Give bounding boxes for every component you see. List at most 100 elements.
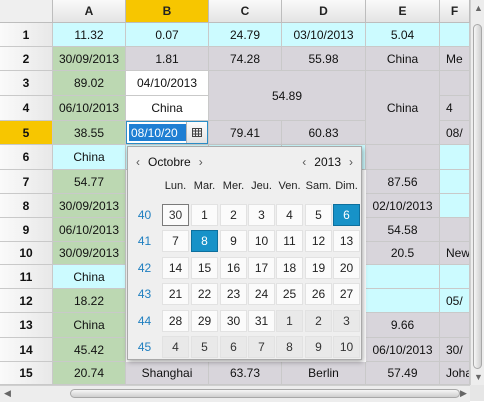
column-header-c[interactable]: C [209, 0, 282, 23]
scroll-left-icon[interactable]: ◀ [4, 388, 11, 398]
data-cell[interactable] [440, 194, 470, 218]
data-cell[interactable]: New [440, 242, 470, 265]
data-cell[interactable]: 04/10/2013 [126, 71, 209, 96]
row-header-7[interactable]: 7 [0, 170, 53, 194]
data-cell[interactable]: 08/ [440, 121, 470, 145]
data-cell[interactable]: 87.56 [366, 170, 440, 194]
calendar-day[interactable]: 16 [220, 257, 247, 279]
calendar-day[interactable]: 24 [248, 283, 275, 305]
calendar-day[interactable]: 14 [162, 257, 189, 279]
calendar-day[interactable]: 8 [276, 336, 303, 358]
row-header-6[interactable]: 6 [0, 145, 53, 170]
date-input[interactable] [129, 124, 191, 141]
data-cell[interactable]: 30/09/2013 [53, 194, 126, 218]
data-cell[interactable]: 18.22 [53, 289, 126, 313]
date-cell-editor[interactable] [126, 121, 208, 144]
calendar-day[interactable]: 13 [333, 230, 360, 252]
row-header-15[interactable]: 15 [0, 362, 53, 385]
row-header-5[interactable]: 5 [0, 121, 53, 145]
data-cell[interactable] [366, 145, 440, 170]
data-cell[interactable]: 54.77 [53, 170, 126, 194]
data-cell[interactable]: China [366, 71, 440, 145]
data-cell[interactable]: 24.79 [209, 23, 282, 47]
data-cell[interactable]: 45.42 [53, 338, 126, 362]
calendar-day[interactable]: 3 [248, 204, 275, 226]
corner-cell[interactable] [0, 0, 53, 23]
calendar-day[interactable]: 2 [220, 204, 247, 226]
data-cell[interactable]: China [53, 265, 126, 289]
data-cell[interactable]: 20.74 [53, 362, 126, 385]
calendar-day[interactable]: 5 [191, 336, 218, 358]
calendar-day[interactable]: 9 [305, 336, 332, 358]
data-cell[interactable]: 11.32 [53, 23, 126, 47]
calendar-day[interactable]: 4 [276, 204, 303, 226]
data-cell[interactable]: 89.02 [53, 71, 126, 96]
data-cell[interactable]: 30/ [440, 338, 470, 362]
calendar-day[interactable]: 7 [248, 336, 275, 358]
data-cell[interactable] [440, 218, 470, 242]
data-cell[interactable]: Me [440, 47, 470, 71]
data-cell[interactable]: Joha [440, 362, 470, 385]
row-header-4[interactable]: 4 [0, 96, 53, 121]
calendar-day[interactable]: 15 [191, 257, 218, 279]
data-cell[interactable]: 02/10/2013 [366, 194, 440, 218]
data-cell[interactable]: 63.73 [209, 362, 282, 385]
prev-month-button[interactable]: ‹ [136, 155, 140, 169]
data-cell[interactable]: 55.98 [282, 47, 366, 71]
data-cell[interactable] [440, 170, 470, 194]
scroll-down-icon[interactable]: ▼ [474, 372, 483, 382]
data-cell[interactable]: 06/10/2013 [53, 96, 126, 121]
calendar-day[interactable]: 8 [191, 230, 218, 252]
calendar-day[interactable]: 18 [276, 257, 303, 279]
calendar-day[interactable]: 23 [220, 283, 247, 305]
data-cell[interactable] [440, 145, 470, 170]
calendar-day[interactable]: 25 [276, 283, 303, 305]
column-header-d[interactable]: D [282, 0, 366, 23]
data-cell[interactable]: 54.58 [366, 218, 440, 242]
horizontal-scrollbar[interactable]: ◀ ▶ [0, 385, 470, 402]
row-header-2[interactable]: 2 [0, 47, 53, 71]
column-header-a[interactable]: A [53, 0, 126, 23]
row-header-9[interactable]: 9 [0, 218, 53, 242]
data-cell[interactable] [440, 313, 470, 338]
row-header-14[interactable]: 14 [0, 338, 53, 362]
calendar-day[interactable]: 6 [333, 204, 360, 226]
calendar-day[interactable]: 19 [305, 257, 332, 279]
calendar-day[interactable]: 31 [248, 310, 275, 332]
data-cell[interactable]: 79.41 [209, 121, 282, 145]
data-cell[interactable]: 74.28 [209, 47, 282, 71]
calendar-day[interactable]: 30 [162, 204, 189, 226]
data-cell[interactable]: China [53, 313, 126, 338]
row-header-10[interactable]: 10 [0, 242, 53, 265]
data-cell[interactable]: 30/09/2013 [53, 242, 126, 265]
calendar-day[interactable]: 20 [333, 257, 360, 279]
data-cell[interactable]: 05/ [440, 289, 470, 313]
calendar-day[interactable]: 28 [162, 310, 189, 332]
calendar-day[interactable]: 17 [248, 257, 275, 279]
data-cell[interactable]: 9.66 [366, 313, 440, 338]
calendar-day[interactable]: 6 [220, 336, 247, 358]
data-cell[interactable]: 60.83 [282, 121, 366, 145]
data-cell[interactable]: 4 [440, 96, 470, 121]
calendar-day[interactable]: 30 [220, 310, 247, 332]
data-cell[interactable]: 30/09/2013 [53, 47, 126, 71]
calendar-day[interactable]: 1 [191, 204, 218, 226]
calendar-day[interactable]: 10 [333, 336, 360, 358]
column-header-e[interactable]: E [366, 0, 440, 23]
calendar-day[interactable]: 27 [333, 283, 360, 305]
calendar-day[interactable]: 26 [305, 283, 332, 305]
data-cell[interactable]: China [53, 145, 126, 170]
calendar-day[interactable]: 3 [333, 310, 360, 332]
data-cell[interactable] [440, 265, 470, 289]
calendar-day[interactable]: 1 [276, 310, 303, 332]
row-header-11[interactable]: 11 [0, 265, 53, 289]
calendar-day[interactable]: 29 [191, 310, 218, 332]
calendar-day[interactable]: 7 [162, 230, 189, 252]
calendar-day[interactable]: 2 [305, 310, 332, 332]
data-cell[interactable]: Berlin [282, 362, 366, 385]
data-cell[interactable]: Shanghai [126, 362, 209, 385]
data-cell[interactable]: 06/10/2013 [53, 218, 126, 242]
next-year-button[interactable]: › [349, 155, 353, 169]
calendar-day[interactable]: 22 [191, 283, 218, 305]
scroll-up-icon[interactable]: ▲ [474, 3, 483, 13]
